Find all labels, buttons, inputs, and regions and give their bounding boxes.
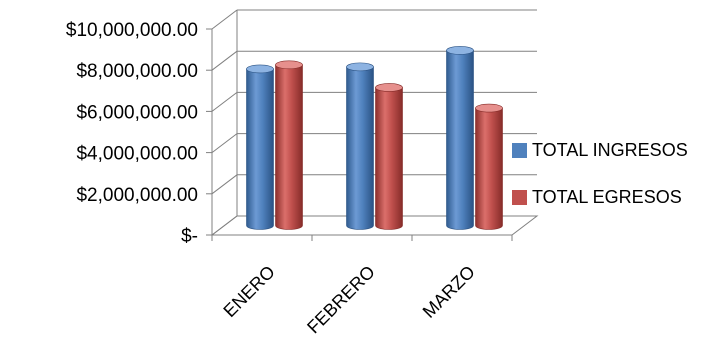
gridline-side	[211, 9, 238, 30]
gridline-side	[211, 133, 238, 153]
x-category-label: FEBRERO	[303, 262, 379, 338]
gridline-side	[211, 215, 238, 236]
legend-label: TOTAL EGRESOS	[532, 187, 682, 207]
y-axis-tick-labels: $- $2,000,000.00 $4,000,000.00 $6,000,000.0…	[66, 20, 198, 247]
y-tick-label: $6,000,000.00	[76, 102, 198, 123]
y-tick-label: $10,000,000.00	[66, 20, 198, 41]
legend-swatch	[512, 190, 527, 205]
legend-swatch	[512, 143, 527, 158]
bar-body	[375, 87, 403, 230]
bar-top	[246, 64, 274, 74]
y-tick-label: $4,000,000.00	[76, 144, 198, 165]
y-tick-label: $2,000,000.00	[76, 185, 198, 206]
gridline-side	[211, 50, 238, 71]
bar-body	[446, 50, 474, 230]
legend: TOTAL INGRESOS TOTAL EGRESOS	[512, 140, 688, 207]
bar-top	[446, 46, 474, 55]
bar-total-egresos-enero	[275, 60, 303, 230]
bar-body	[475, 107, 503, 230]
y-tick-label: $-	[181, 226, 198, 247]
bar-top	[346, 62, 374, 72]
gridline-side	[211, 92, 238, 112]
bar-top	[375, 83, 403, 92]
bar-total-ingresos-febrero	[346, 62, 374, 230]
bar-body	[346, 66, 374, 230]
x-category-label: ENERO	[219, 262, 278, 321]
y-tick-label: $8,000,000.00	[76, 61, 198, 82]
bars	[246, 46, 503, 230]
x-axis-category-labels: ENERO FEBRERO MARZO	[219, 262, 478, 338]
bar-total-ingresos-marzo	[446, 46, 474, 230]
x-category-label: MARZO	[419, 262, 479, 322]
legend-label: TOTAL INGRESOS	[532, 140, 688, 160]
bar-body	[275, 64, 303, 230]
bar-top	[275, 60, 303, 70]
bar-top	[475, 103, 503, 113]
bar-total-egresos-febrero	[375, 83, 403, 230]
bar-total-egresos-marzo	[475, 103, 503, 230]
gridline-side	[211, 174, 238, 195]
bar-total-ingresos-enero	[246, 64, 274, 230]
bar-body	[246, 68, 274, 230]
